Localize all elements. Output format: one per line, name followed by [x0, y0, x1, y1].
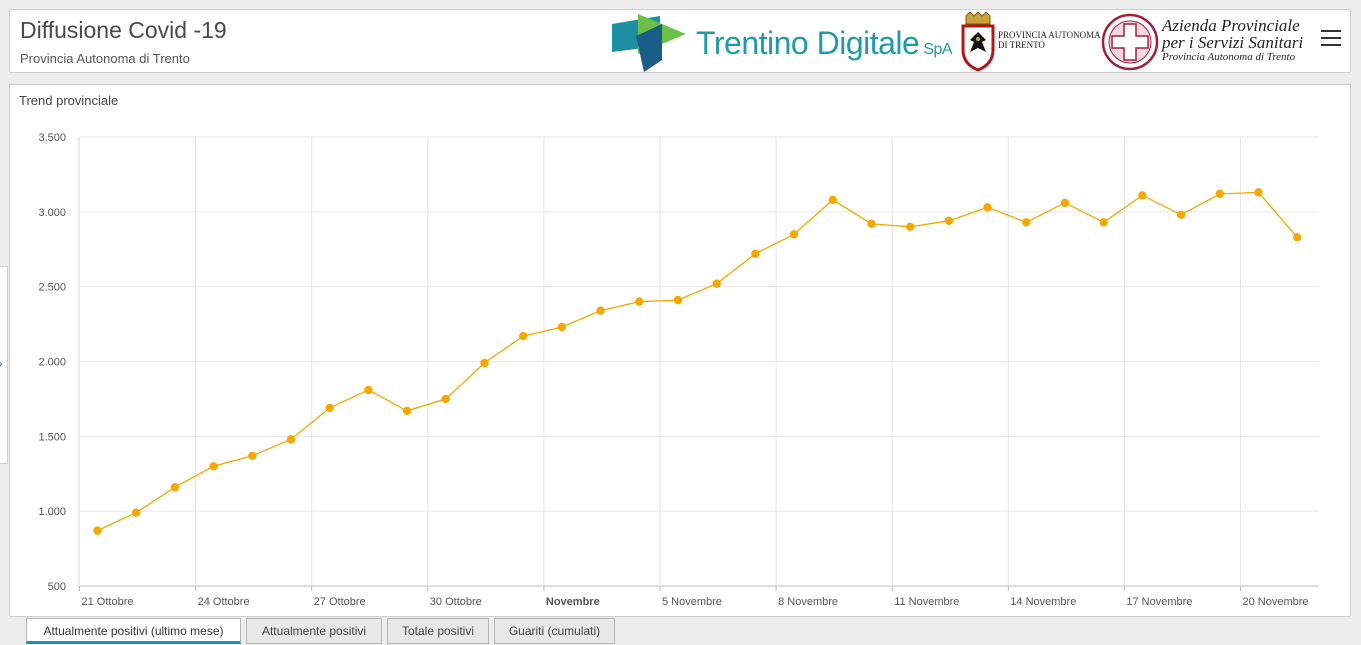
x-tick-label: 27 Ottobre — [314, 596, 366, 608]
y-tick-label: 1.000 — [38, 506, 66, 518]
provincia-logo-line2: DI TRENTO — [998, 40, 1045, 50]
side-panel-toggle[interactable]: › — [0, 266, 8, 464]
data-point — [1099, 218, 1108, 227]
data-point — [1254, 188, 1263, 197]
tab-guariti-cumulati[interactable]: Guariti (cumulati) — [494, 618, 615, 644]
tab-attualmente-positivi-ultimo-mese[interactable]: Attualmente positivi (ultimo mese) — [26, 618, 241, 644]
provincia-crest-icon — [961, 11, 995, 72]
y-tick-label: 1.500 — [38, 431, 66, 443]
data-point — [286, 435, 296, 444]
data-point — [1176, 210, 1186, 220]
data-point — [828, 195, 837, 205]
x-tick-label: 8 Novembre — [778, 596, 838, 608]
y-tick-label: 3.500 — [38, 132, 66, 144]
provincia-logo-line1: PROVINCIA AUTONOMA — [998, 30, 1101, 40]
data-point — [248, 451, 257, 460]
trentino-digitale-suffix: SpA — [923, 41, 953, 58]
x-tick-label: 24 Ottobre — [198, 596, 250, 608]
header: Diffusione Covid -19 Provincia Autonoma … — [9, 9, 1351, 73]
x-tick-label: 30 Ottobre — [430, 596, 482, 608]
app-title: Diffusione Covid -19 — [20, 17, 227, 43]
data-point — [1215, 189, 1225, 199]
x-tick-label: 5 Novembre — [662, 596, 722, 608]
data-point — [1293, 233, 1302, 242]
provincia-logo: PROVINCIA AUTONOMA DI TRENTO — [960, 11, 1101, 72]
series-line — [97, 191, 1298, 532]
y-tick-label: 2.000 — [38, 357, 66, 369]
provincia-logo-text: PROVINCIA AUTONOMA DI TRENTO — [998, 30, 1101, 50]
data-point — [325, 403, 334, 413]
data-point — [170, 483, 180, 492]
data-point — [596, 306, 605, 315]
apss-logo-text: Azienda Provinciale per i Servizi Sanita… — [1162, 17, 1303, 64]
data-point — [519, 331, 528, 341]
apss-logo-line3: Provincia Autonoma di Trento — [1162, 51, 1296, 63]
data-point — [673, 295, 683, 305]
data-point — [557, 322, 567, 332]
data-point — [944, 216, 954, 226]
x-tick-label: 14 Novembre — [1010, 596, 1076, 608]
app-subtitle: Provincia Autonoma di Trento — [20, 51, 190, 66]
trentino-digitale-logo: Trentino Digitale SpA — [608, 12, 953, 72]
data-point — [480, 358, 489, 368]
x-tick-label: 21 Ottobre — [82, 596, 134, 608]
apss-logo-line1: Azienda Provinciale — [1162, 16, 1300, 35]
data-point — [209, 462, 218, 471]
data-point — [983, 203, 992, 212]
trend-chart: 500 1.000 1.500 2.000 2.500 3.000 3.500 21 Otto… — [38, 132, 1319, 608]
data-point — [364, 385, 373, 395]
data-point — [1060, 198, 1070, 208]
data-point — [132, 508, 141, 517]
data-point — [1022, 218, 1031, 227]
x-tick-label: 11 Novembre — [894, 596, 959, 608]
y-tick-label: 3.000 — [38, 207, 66, 219]
data-point — [441, 394, 450, 404]
trentino-digitale-name: Trentino Digitale — [696, 25, 920, 61]
trentino-digitale-wordmark: Trentino Digitale SpA — [696, 25, 953, 62]
data-point — [867, 219, 876, 229]
y-tick-label: 2.500 — [38, 282, 66, 294]
tab-attualmente-positivi[interactable]: Attualmente positivi — [246, 618, 382, 644]
data-point — [93, 526, 102, 535]
y-tick-label: 500 — [48, 581, 66, 593]
data-point — [712, 279, 721, 288]
chevron-right-icon: › — [0, 355, 3, 371]
hamburger-menu-icon[interactable] — [1321, 30, 1341, 48]
trentino-digitale-logo-mark — [612, 14, 686, 72]
apss-emblem-icon — [1101, 13, 1159, 71]
x-tick-label: Novembre — [546, 596, 600, 608]
data-point — [789, 230, 799, 239]
data-point — [1138, 191, 1147, 200]
apss-logo: Azienda Provinciale per i Servizi Sanita… — [1100, 12, 1318, 72]
data-point — [906, 222, 915, 231]
panel-title: Trend provinciale — [19, 93, 119, 108]
data-point — [635, 297, 644, 306]
apss-logo-line2: per i Servizi Sanitari — [1162, 33, 1304, 52]
x-tick-label: 20 Novembre — [1243, 596, 1309, 608]
data-point — [751, 249, 760, 258]
chart-panel: Trend provinciale 500 1.000 1.500 2.000 2.50… — [9, 84, 1351, 617]
tab-totale-positivi[interactable]: Totale positivi — [387, 618, 489, 644]
x-tick-label: 17 Novembre — [1126, 596, 1192, 608]
data-point — [402, 406, 412, 416]
